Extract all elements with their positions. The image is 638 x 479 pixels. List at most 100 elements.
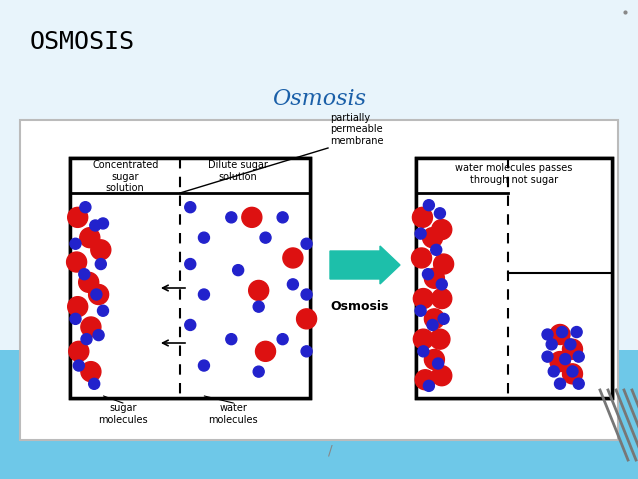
Circle shape (80, 202, 91, 213)
Circle shape (427, 319, 438, 331)
Circle shape (434, 254, 454, 274)
Circle shape (185, 319, 196, 331)
Circle shape (68, 207, 87, 228)
Circle shape (81, 362, 101, 382)
Circle shape (424, 268, 445, 288)
Text: Osmosis: Osmosis (331, 300, 389, 313)
Circle shape (277, 334, 288, 345)
Circle shape (287, 279, 299, 290)
Bar (416, 158, 612, 398)
Circle shape (542, 329, 553, 340)
Text: Concentrated
sugar
solution: Concentrated sugar solution (92, 160, 158, 193)
Circle shape (418, 346, 429, 357)
Circle shape (70, 313, 81, 324)
Text: OSMOSIS: OSMOSIS (30, 30, 135, 54)
Text: Dilute sugar
solution: Dilute sugar solution (208, 160, 268, 182)
Circle shape (242, 207, 262, 228)
Circle shape (434, 208, 445, 219)
Circle shape (198, 289, 209, 300)
Circle shape (69, 342, 89, 361)
Circle shape (253, 366, 264, 377)
FancyBboxPatch shape (20, 120, 618, 440)
Circle shape (70, 238, 81, 249)
Circle shape (565, 339, 576, 350)
Circle shape (424, 309, 445, 329)
Circle shape (66, 252, 87, 272)
Circle shape (424, 200, 434, 211)
Circle shape (81, 317, 101, 337)
Circle shape (432, 365, 452, 386)
Circle shape (542, 351, 553, 362)
Circle shape (89, 378, 100, 389)
Circle shape (91, 240, 111, 260)
Circle shape (277, 212, 288, 223)
Circle shape (550, 352, 570, 372)
Circle shape (438, 313, 449, 324)
Circle shape (78, 273, 99, 292)
Bar (0, 350, 638, 479)
Circle shape (431, 244, 441, 255)
Text: sugar
molecules: sugar molecules (98, 403, 147, 424)
Circle shape (550, 324, 570, 344)
Circle shape (415, 305, 426, 316)
Circle shape (424, 350, 445, 369)
Text: partially
permeable
membrane: partially permeable membrane (330, 113, 383, 146)
Circle shape (81, 334, 92, 345)
Circle shape (68, 297, 87, 317)
Circle shape (98, 218, 108, 229)
Text: Osmosis: Osmosis (272, 88, 366, 110)
Circle shape (73, 360, 84, 371)
Circle shape (233, 264, 244, 275)
Circle shape (249, 280, 269, 300)
Circle shape (198, 232, 209, 243)
Circle shape (563, 364, 582, 384)
Circle shape (433, 358, 443, 369)
Circle shape (283, 248, 303, 268)
Circle shape (93, 330, 104, 341)
Bar (418, 193, 508, 396)
Bar (72, 193, 308, 396)
FancyArrow shape (330, 246, 400, 284)
Bar (416, 158, 612, 398)
Circle shape (185, 202, 196, 213)
Circle shape (432, 219, 452, 240)
Circle shape (79, 269, 90, 280)
Circle shape (415, 228, 426, 239)
Circle shape (573, 378, 584, 389)
Circle shape (563, 339, 582, 359)
Circle shape (412, 207, 433, 228)
Circle shape (413, 329, 433, 349)
Circle shape (91, 289, 102, 300)
Circle shape (573, 351, 584, 362)
Circle shape (253, 301, 264, 312)
Text: water
molecules: water molecules (209, 403, 258, 424)
Circle shape (546, 339, 557, 350)
Circle shape (226, 212, 237, 223)
Circle shape (80, 228, 100, 248)
Circle shape (424, 380, 434, 391)
Circle shape (198, 360, 209, 371)
Circle shape (422, 228, 443, 248)
Circle shape (415, 370, 435, 390)
Circle shape (297, 309, 316, 329)
Circle shape (567, 366, 578, 377)
Circle shape (422, 269, 433, 280)
Circle shape (560, 354, 571, 365)
Circle shape (412, 248, 431, 268)
Circle shape (548, 366, 560, 377)
Circle shape (436, 279, 447, 290)
Circle shape (571, 327, 582, 338)
Circle shape (98, 305, 108, 316)
Circle shape (95, 259, 107, 270)
Bar (70, 158, 310, 398)
Circle shape (556, 327, 568, 338)
Circle shape (432, 288, 452, 308)
Circle shape (554, 378, 565, 389)
Circle shape (256, 342, 276, 361)
Circle shape (301, 346, 312, 357)
Bar (70, 158, 310, 398)
Circle shape (90, 220, 101, 231)
Circle shape (226, 334, 237, 345)
Text: /: / (328, 444, 332, 458)
Circle shape (185, 259, 196, 270)
